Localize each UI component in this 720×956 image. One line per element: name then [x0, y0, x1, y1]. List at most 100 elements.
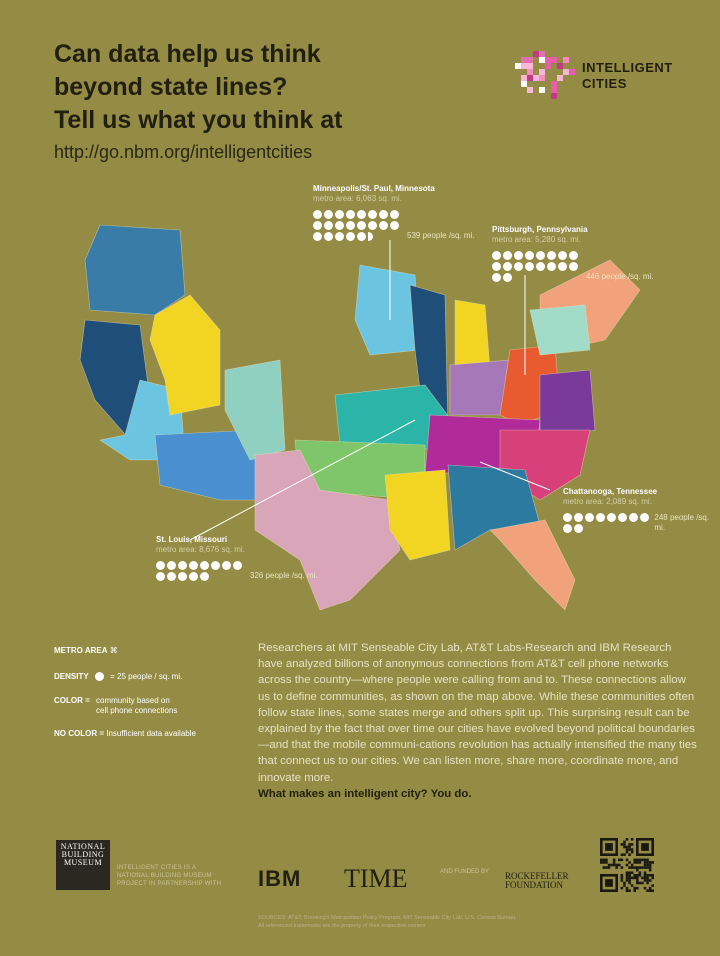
qr-module [607, 866, 611, 869]
qr-module [623, 853, 626, 856]
qr-module [648, 861, 652, 864]
density-dot [607, 513, 616, 522]
logo-pixel [569, 69, 575, 75]
qr-module [615, 838, 618, 856]
density-dot [492, 262, 501, 271]
callout-title: Chattanooga, Tennessee [563, 487, 658, 496]
density-dot [368, 210, 377, 219]
qr-module [648, 863, 652, 867]
rock-line: ROCKEFELLER [505, 871, 569, 881]
qr-module [638, 866, 642, 869]
qr-module [623, 884, 626, 887]
qr-module [636, 861, 639, 864]
legend-label: COLOR = [54, 696, 90, 705]
callout-density: 326 people /sq. mi. [250, 571, 318, 580]
description-paragraph: Researchers at MIT Senseable City Lab, A… [258, 642, 697, 784]
density-dot [629, 513, 638, 522]
qr-module [620, 874, 624, 877]
qr-module [623, 843, 626, 846]
logo-pixel [515, 63, 521, 69]
qr-module [602, 858, 606, 862]
density-dot [324, 221, 333, 230]
qr-module [620, 843, 624, 846]
density-dot [569, 251, 578, 260]
density-dot [346, 232, 355, 241]
density-dot [313, 221, 322, 230]
qr-module [625, 858, 629, 862]
density-dot [156, 561, 165, 570]
qr-module [625, 850, 629, 854]
logo-pixel [527, 87, 533, 93]
density-dot [503, 262, 512, 271]
website-link[interactable]: http://go.nbm.org/intelligentcities [54, 142, 313, 162]
qr-module [641, 858, 644, 862]
headline: Can data help us think beyond state line… [54, 38, 342, 137]
sources-line: SOURCES: AT&T, Brooking's Metropolitan P… [258, 915, 517, 921]
qr-module [633, 861, 636, 864]
callout-st-louis: St. Louis, Missouri metro area: 8,676 sq… [156, 535, 318, 581]
density-dot [563, 524, 572, 533]
qr-module [636, 858, 639, 862]
time-logo: TIME [344, 864, 408, 893]
legend-label: DENSITY [54, 672, 89, 681]
density-dot [346, 221, 355, 230]
density-dot [558, 251, 567, 260]
qr-module [638, 881, 642, 885]
density-dot [335, 232, 344, 241]
qr-code-icon[interactable] [600, 838, 654, 892]
qr-module [625, 886, 629, 890]
legend-metro: METRO AREA ⌘ [54, 646, 118, 656]
logo-line: INTELLIGENT [582, 60, 673, 75]
qr-module [610, 863, 613, 867]
qr-module [636, 838, 639, 856]
legend-color: COLOR = community based on cell phone con… [54, 696, 177, 715]
qr-module [630, 884, 634, 887]
sources-text: SOURCES: AT&T, Brooking's Metropolitan P… [258, 914, 517, 930]
qr-module [618, 858, 621, 862]
logo-pixel [521, 63, 527, 69]
logo-pixel [557, 63, 563, 69]
qr-module [643, 866, 647, 869]
qr-module [643, 858, 647, 862]
callout-line-chattanooga [479, 461, 551, 491]
callout-area: metro area: 8,676 sq. mi. [156, 545, 245, 554]
logo-pixel [563, 69, 569, 75]
density-dot [233, 561, 242, 570]
density-dot [547, 262, 556, 271]
qr-module [605, 858, 608, 862]
region-louisiana-mississippi [384, 469, 451, 561]
density-dot [514, 262, 523, 271]
qr-module [628, 843, 631, 846]
qr-module [636, 866, 639, 869]
density-dot [569, 262, 578, 271]
qr-module [633, 886, 636, 890]
qr-module [600, 858, 603, 862]
legend-desc-line: community based on [96, 696, 170, 705]
density-dot [503, 251, 512, 260]
density-dot [618, 513, 627, 522]
density-dot [492, 251, 501, 260]
qr-module [630, 876, 634, 880]
density-dot [335, 210, 344, 219]
qr-module [633, 874, 636, 877]
callout-pittsburgh: Pittsburgh, Pennsylvania metro area: 5,2… [492, 225, 654, 282]
funded-by-text: AND FUNDED BY [440, 869, 490, 875]
partner-line: NATIONAL BUILDING MUSEUM [117, 873, 212, 879]
qr-module [625, 874, 629, 877]
qr-module [628, 874, 631, 877]
partner-text: INTELLIGENT CITIES IS A NATIONAL BUILDIN… [117, 864, 221, 888]
intelligent-cities-logo-icon [515, 51, 575, 99]
logo-pixel [527, 69, 533, 75]
qr-module [648, 866, 652, 869]
density-dot [346, 210, 355, 219]
density-dot [563, 513, 572, 522]
qr-module [651, 876, 654, 880]
qr-module [625, 871, 629, 874]
qr-module [633, 889, 636, 892]
density-dot-icon [94, 672, 104, 682]
region-new-york [529, 304, 591, 356]
density-dot [525, 262, 534, 271]
qr-module [636, 879, 639, 882]
density-dot [200, 572, 209, 581]
density-dot [200, 561, 209, 570]
